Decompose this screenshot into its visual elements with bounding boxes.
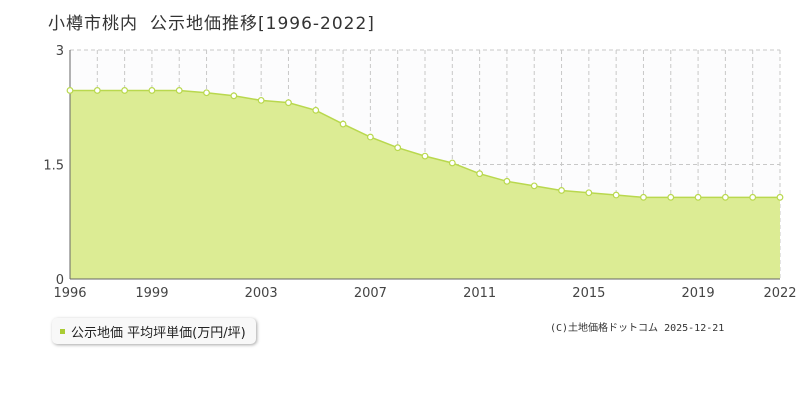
- y-tick-label: 3: [56, 44, 64, 59]
- x-tick-label: 2003: [245, 286, 278, 301]
- data-point: [175, 87, 183, 94]
- data-point: [421, 152, 429, 160]
- data-point: [448, 159, 456, 167]
- y-tick-label: 0: [56, 273, 64, 288]
- x-tick-label: 2011: [463, 286, 496, 301]
- x-tick-label: 2019: [682, 286, 715, 301]
- x-tick-label: 1996: [53, 286, 86, 301]
- data-point: [530, 182, 538, 190]
- data-point: [285, 99, 292, 107]
- data-point: [312, 106, 320, 114]
- data-point: [667, 193, 675, 201]
- y-tick-label: 1.5: [43, 159, 64, 174]
- x-tick-label: 2022: [763, 286, 796, 301]
- data-point: [640, 193, 647, 201]
- x-tick-label: 2007: [354, 286, 387, 301]
- tick-labels: 0 1.5 3 1996 1999 2003 2007 2011 2015 2019 2022: [43, 44, 796, 301]
- data-point: [612, 191, 620, 199]
- legend: 公示地価 平均坪単価(万円/坪): [52, 318, 256, 344]
- data-point: [558, 187, 565, 194]
- title-subject: 公示地価推移[1996-2022]: [150, 14, 375, 34]
- data-point: [694, 193, 702, 201]
- data-points: [66, 87, 784, 201]
- data-point: [339, 120, 347, 128]
- chart-title: 小樽市桃内 公示地価推移[1996-2022]: [48, 9, 375, 34]
- legend-swatch: [60, 328, 65, 334]
- data-point: [148, 87, 156, 94]
- series-fill: [70, 90, 780, 279]
- data-point: [121, 87, 129, 94]
- data-point: [476, 170, 484, 178]
- data-point: [585, 189, 593, 197]
- data-point: [230, 92, 238, 100]
- x-tick-label: 2015: [572, 286, 605, 301]
- data-point: [257, 96, 265, 104]
- data-point: [93, 87, 101, 94]
- data-point: [66, 87, 74, 94]
- title-location: 小樽市桃内: [48, 14, 138, 34]
- data-point: [749, 193, 757, 201]
- data-point: [394, 144, 402, 152]
- legend-label: 公示地価 平均坪単価(万円/坪): [71, 325, 246, 341]
- data-point: [776, 193, 784, 201]
- data-point: [503, 177, 511, 185]
- copyright-text: (C)土地価格ドットコム 2025-12-21: [550, 323, 725, 334]
- data-point: [203, 89, 210, 97]
- x-tick-label: 1999: [135, 286, 168, 301]
- data-point: [366, 133, 374, 141]
- data-point: [721, 193, 729, 201]
